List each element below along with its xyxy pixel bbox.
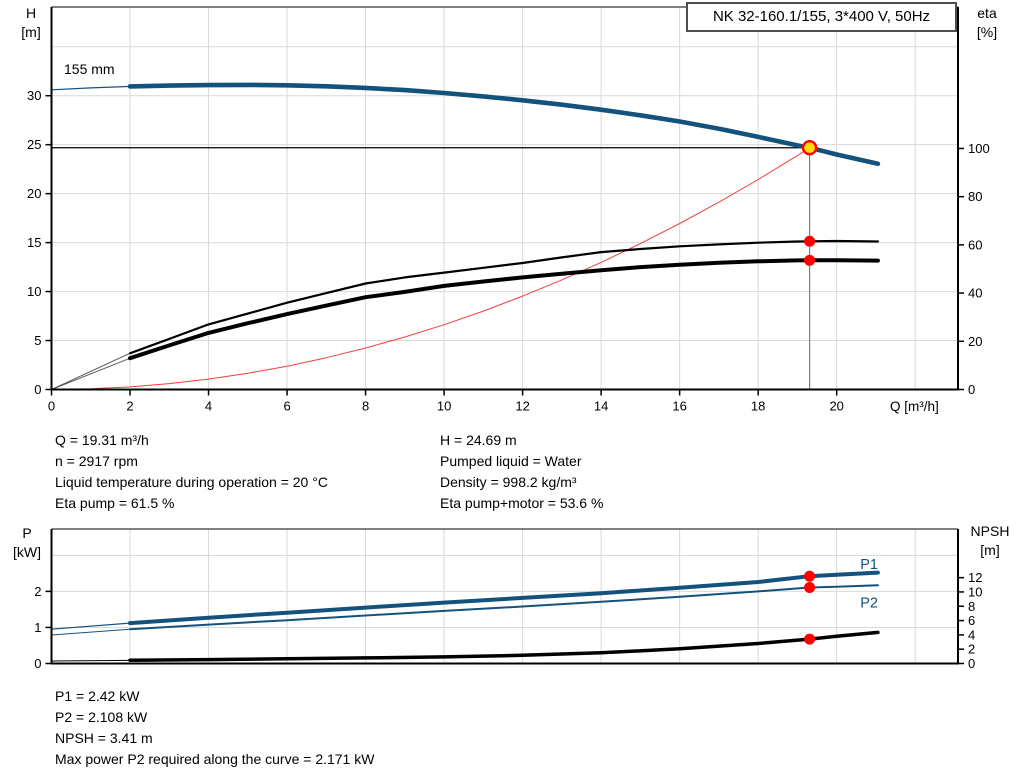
eta-pump-lead [51, 352, 131, 390]
qh-curve [127, 82, 881, 167]
y-left-tick-label: 2 [34, 584, 41, 599]
y-left-tick-label: 20 [27, 186, 41, 201]
system-curve [51, 147, 811, 390]
npsh-curve-lead [51, 659, 131, 662]
p1-curve [128, 570, 880, 626]
npsh-axis-title: NPSH [m] [970, 523, 1010, 558]
x-tick-label: 0 [48, 399, 55, 414]
x-tick-label: 2 [126, 399, 133, 414]
pump-type-title-box: NK 32-160.1/155, 3*400 V, 50Hz [686, 2, 957, 32]
y-right-tick-label: 0 [968, 382, 975, 397]
y-left-tick-label: 0 [34, 656, 41, 671]
y-left-tick-label: 30 [27, 88, 41, 103]
impeller-size-label: 155 mm [64, 61, 115, 77]
p1-curve-lead [50, 622, 131, 630]
operating-value-dot [804, 235, 816, 247]
eta-pump-curve [128, 239, 880, 355]
eta-axis-title: eta [%] [976, 5, 998, 40]
x-tick-label: 4 [205, 399, 212, 414]
y-right-tick-label: 60 [968, 237, 982, 252]
y-right-tick-label: 80 [968, 189, 982, 204]
operating-value-dot [804, 581, 816, 593]
x-tick-label: 16 [672, 399, 686, 414]
info-line-pumped-liquid: Pumped liquid = Water [440, 453, 582, 469]
npsh-curve [128, 630, 880, 663]
y-left-tick-label: 15 [27, 235, 41, 250]
y-right-tick-label: 20 [968, 334, 982, 349]
y-right-tick-label: 100 [968, 141, 990, 156]
x-tick-label: 18 [751, 399, 765, 414]
info-line-liquid-temp: Liquid temperature during operation = 20… [55, 474, 328, 490]
p2-curve-lead [51, 628, 131, 636]
duty-info-left: Q = 19.31 m³/h n = 2917 rpm Liquid tempe… [55, 430, 328, 514]
p-axis-title: P [kW] [13, 525, 41, 560]
x-tick-label: 10 [437, 399, 451, 414]
y-right-tick-label: 0 [968, 656, 975, 671]
y-left-tick-label: 25 [27, 137, 41, 152]
qh-curve-lead [50, 85, 131, 91]
y-left-tick-label: 1 [34, 620, 41, 635]
info-line-eta-pump-motor: Eta pump+motor = 53.6 % [440, 495, 604, 511]
y-right-tick-label: 2 [968, 642, 975, 657]
x-tick-label: 14 [594, 399, 608, 414]
qh-eta-chart: 0 2 4 6 8 10 12 14 16 18 20 0 5 10 15 20 25 30 0 20 40 60 80 10… [27, 6, 990, 414]
duty-info-right: H = 24.69 m Pumped liquid = Water Densit… [440, 430, 603, 514]
operating-value-dot [804, 633, 816, 645]
y-right-tick-label: 8 [968, 599, 975, 614]
y-right-tick-label: 4 [968, 627, 975, 642]
info-line-p2: P2 = 2.108 kW [55, 709, 148, 725]
y-left-tick-label: 0 [34, 382, 41, 397]
info-line-eta-pump: Eta pump = 61.5 % [55, 495, 175, 511]
y-right-tick-label: 10 [968, 584, 982, 599]
y-left-tick-label: 10 [27, 284, 41, 299]
eta-pump-motor-lead [51, 357, 131, 390]
power-info: P1 = 2.42 kW P2 = 2.108 kW NPSH = 3.41 m… [55, 686, 374, 770]
y-left-tick-label: 5 [34, 333, 41, 348]
y-right-tick-label: 40 [968, 286, 982, 301]
info-line-p1: P1 = 2.42 kW [55, 688, 140, 704]
q-axis-title: Q [m³/h] [890, 399, 939, 414]
x-tick-label: 12 [515, 399, 529, 414]
p2-curve-label: P2 [860, 596, 878, 612]
operating-value-dot [804, 254, 816, 266]
info-line-h: H = 24.69 m [440, 432, 517, 448]
p1-curve-label: P1 [860, 557, 878, 573]
info-line-max-power: Max power P2 required along the curve = … [55, 751, 375, 767]
y-right-tick-label: 6 [968, 613, 975, 628]
x-tick-label: 8 [362, 399, 369, 414]
info-line-density: Density = 998.2 kg/m³ [440, 474, 577, 490]
h-axis-title: H [m] [21, 5, 41, 40]
eta-pump-motor-curve [128, 258, 880, 361]
y-right-tick-label: 12 [968, 570, 982, 585]
info-line-npsh: NPSH = 3.41 m [55, 730, 153, 746]
p2-curve [129, 584, 879, 631]
duty-point-marker [801, 140, 818, 156]
info-line-n: n = 2917 rpm [55, 453, 138, 469]
operating-value-dot [804, 570, 816, 582]
info-line-q: Q = 19.31 m³/h [55, 432, 149, 448]
x-tick-label: 20 [829, 399, 843, 414]
x-tick-label: 6 [283, 399, 290, 414]
